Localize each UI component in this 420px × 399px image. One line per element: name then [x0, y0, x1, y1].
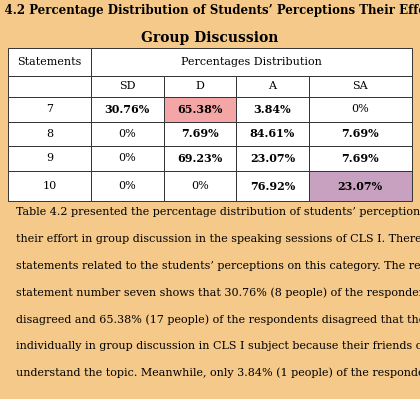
Bar [236, 146, 309, 171]
Text: 84.61%: 84.61% [250, 128, 295, 139]
Bar [91, 171, 164, 201]
Text: 7.69%: 7.69% [341, 153, 379, 164]
Text: 65.38%: 65.38% [177, 104, 223, 115]
Text: understand the topic. Meanwhile, only 3.84% (1 people) of the respondents agreed: understand the topic. Meanwhile, only 3.… [16, 367, 420, 378]
Text: D: D [195, 81, 205, 91]
Bar [91, 75, 164, 97]
Bar [8, 122, 91, 146]
Text: 23.07%: 23.07% [250, 153, 295, 164]
Text: statement number seven shows that 30.76% (8 people) of the respondents strongly: statement number seven shows that 30.76%… [16, 287, 420, 298]
Bar [91, 146, 164, 171]
Text: 7.69%: 7.69% [181, 128, 219, 139]
Text: Table 4.2 Percentage Distribution of Students’ Perceptions Their Effort in: Table 4.2 Percentage Distribution of Stu… [0, 4, 420, 17]
Text: 69.23%: 69.23% [177, 153, 223, 164]
Text: SA: SA [352, 81, 368, 91]
Bar [309, 75, 412, 97]
Bar [236, 97, 309, 122]
Text: Table 4.2 presented the percentage distribution of students’ perceptions on: Table 4.2 presented the percentage distr… [16, 207, 420, 217]
Text: 7.69%: 7.69% [341, 128, 379, 139]
Bar [164, 171, 236, 201]
Text: 3.84%: 3.84% [254, 104, 291, 115]
Text: 0%: 0% [351, 104, 369, 115]
Text: 23.07%: 23.07% [338, 181, 383, 192]
Bar [309, 146, 412, 171]
Bar [91, 48, 412, 75]
Bar [236, 122, 309, 146]
Bar [91, 97, 164, 122]
Text: A: A [268, 81, 276, 91]
Bar [236, 171, 309, 201]
Text: disagreed and 65.38% (17 people) of the respondents disagreed that they worked: disagreed and 65.38% (17 people) of the … [16, 314, 420, 325]
Bar [8, 146, 91, 171]
Bar [164, 146, 236, 171]
Bar [8, 171, 91, 201]
Text: 10: 10 [42, 181, 57, 191]
Text: 7: 7 [46, 104, 53, 115]
Bar [8, 97, 91, 122]
Text: Group Discussion: Group Discussion [141, 31, 279, 45]
Text: 9: 9 [46, 154, 53, 164]
Bar [236, 75, 309, 97]
Text: SD: SD [119, 81, 136, 91]
Text: Percentages Distribution: Percentages Distribution [181, 57, 322, 67]
Text: 0%: 0% [118, 154, 136, 164]
Bar [309, 171, 412, 201]
Bar [309, 97, 412, 122]
Bar [8, 75, 91, 97]
Text: statements related to the students’ perceptions on this category. The result of: statements related to the students’ perc… [16, 261, 420, 271]
Text: 0%: 0% [118, 129, 136, 139]
Text: individually in group discussion in CLS I subject because their friends could no: individually in group discussion in CLS … [16, 341, 420, 351]
Bar [164, 75, 236, 97]
Text: their effort in group discussion in the speaking sessions of CLS I. There were f: their effort in group discussion in the … [16, 234, 420, 244]
Text: 76.92%: 76.92% [250, 181, 295, 192]
Bar [164, 122, 236, 146]
Text: 8: 8 [46, 129, 53, 139]
Bar [309, 122, 412, 146]
Bar [91, 122, 164, 146]
Text: 0%: 0% [191, 181, 209, 191]
Text: 30.76%: 30.76% [105, 104, 150, 115]
Text: Statements: Statements [18, 57, 82, 67]
Bar [164, 97, 236, 122]
Text: 0%: 0% [118, 181, 136, 191]
Bar [8, 48, 91, 75]
